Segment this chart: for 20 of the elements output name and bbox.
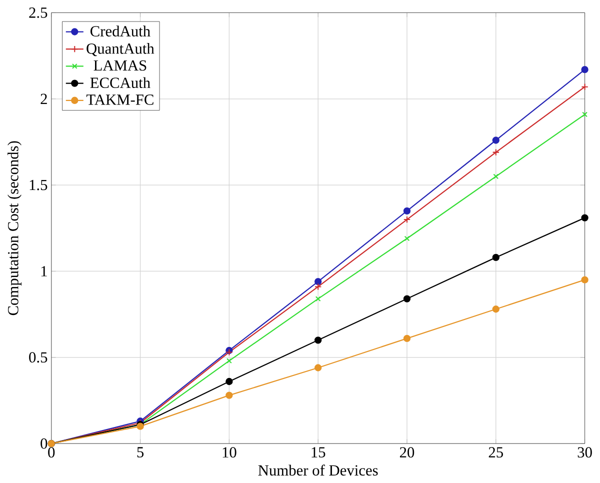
y-tick-label: 0 [40, 438, 48, 449]
x-axis-title: Number of Devices [258, 464, 378, 476]
legend-label: QuantAuth [86, 42, 154, 56]
x-tick-label: 0 [48, 447, 55, 458]
y-tick-label: 2 [40, 94, 47, 104]
x-tick-label: 15 [312, 447, 326, 458]
x-tick-label: 5 [137, 447, 144, 458]
x-tick-label: 20 [400, 447, 414, 458]
x-tick-label: 25 [488, 447, 503, 458]
y-tick-label: 2.5 [29, 7, 48, 18]
y-tick-label: 1 [41, 266, 47, 276]
y-axis-title: Computation Cost (seconds) [8, 141, 22, 316]
legend-label: ECCAuth [90, 77, 150, 88]
legend-label: CredAuth [90, 26, 150, 36]
y-tick-label: 1.5 [30, 180, 48, 190]
legend-label: LAMAS [94, 60, 146, 71]
y-tick-label: 0.5 [29, 352, 48, 363]
x-tick-label: 10 [222, 447, 236, 458]
x-tick-label: 30 [578, 447, 592, 458]
legend-label: TAKM-FC [86, 94, 154, 105]
